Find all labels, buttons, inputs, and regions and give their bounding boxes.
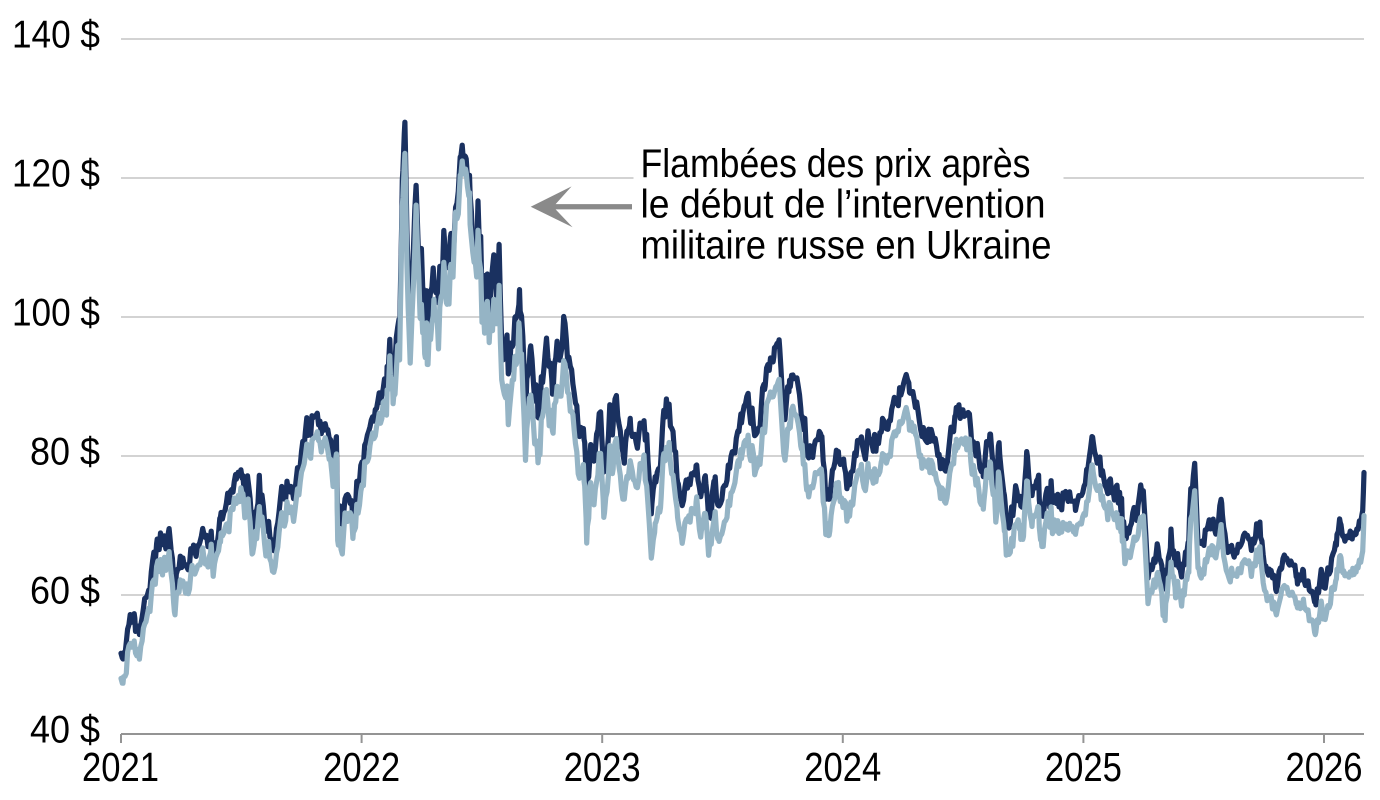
- svg-text:2023: 2023: [564, 744, 641, 790]
- svg-text:2025: 2025: [1045, 744, 1122, 790]
- svg-text:2022: 2022: [323, 744, 400, 790]
- svg-text:140 $: 140 $: [12, 14, 100, 57]
- svg-text:2026: 2026: [1286, 744, 1363, 790]
- svg-text:40 $: 40 $: [30, 709, 100, 752]
- svg-text:120 $: 120 $: [12, 153, 100, 196]
- svg-text:100 $: 100 $: [12, 292, 100, 335]
- svg-text:2021: 2021: [82, 744, 159, 790]
- svg-text:le début de l’intervention: le début de l’intervention: [641, 183, 1046, 227]
- svg-text:Flambées des prix après: Flambées des prix après: [641, 142, 1031, 186]
- svg-text:80 $: 80 $: [30, 431, 100, 474]
- svg-text:2024: 2024: [804, 744, 881, 790]
- svg-text:60 $: 60 $: [30, 570, 100, 613]
- svg-text:militaire russe en Ukraine: militaire russe en Ukraine: [641, 223, 1052, 267]
